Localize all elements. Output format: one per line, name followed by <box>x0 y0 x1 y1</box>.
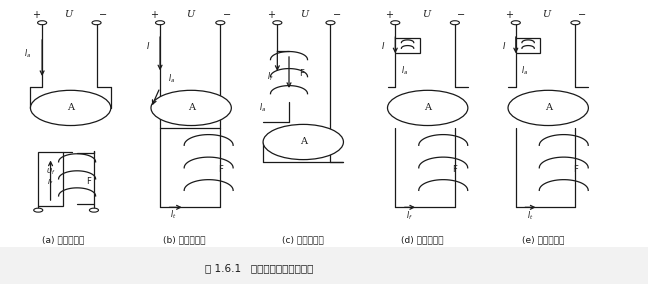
Circle shape <box>30 90 111 126</box>
Text: −: − <box>99 10 107 20</box>
Text: F: F <box>452 165 457 174</box>
Text: +: + <box>505 10 513 20</box>
Text: F: F <box>86 177 91 186</box>
Circle shape <box>571 21 580 25</box>
Bar <box>0 0 648 247</box>
Text: $I_t$: $I_t$ <box>527 209 533 222</box>
Text: (d) 复励发电机: (d) 复励发电机 <box>401 235 444 245</box>
Text: $I$: $I$ <box>502 40 506 51</box>
Text: U: U <box>64 10 72 19</box>
Text: (e) 复励发电机: (e) 复励发电机 <box>522 235 564 245</box>
Text: 图 1.6.1   直流发电机的励磁方式: 图 1.6.1 直流发电机的励磁方式 <box>205 263 314 273</box>
Text: (c) 串励发电机: (c) 串励发电机 <box>283 235 324 245</box>
Circle shape <box>511 21 520 25</box>
Text: −: − <box>333 10 341 20</box>
Text: $I_f$: $I_f$ <box>268 70 274 83</box>
Circle shape <box>89 208 98 212</box>
Text: F: F <box>218 165 223 174</box>
Text: $I$: $I$ <box>382 40 386 51</box>
Text: U: U <box>186 10 194 19</box>
Text: F: F <box>573 165 578 174</box>
Text: −: − <box>457 10 465 20</box>
Text: $I_a$: $I_a$ <box>400 64 408 77</box>
Bar <box>395 38 420 53</box>
Circle shape <box>273 21 282 25</box>
Circle shape <box>326 21 335 25</box>
Circle shape <box>34 208 43 212</box>
Text: U: U <box>542 10 550 19</box>
Text: (a) 他励发电机: (a) 他励发电机 <box>41 235 84 245</box>
Text: A: A <box>67 103 74 112</box>
Text: A: A <box>188 103 194 112</box>
Text: A: A <box>545 103 551 112</box>
Text: +: + <box>267 10 275 20</box>
Text: $I_a$: $I_a$ <box>521 64 529 77</box>
Text: $I_f$: $I_f$ <box>406 209 413 222</box>
Text: $I_t$: $I_t$ <box>170 208 176 221</box>
Circle shape <box>508 90 588 126</box>
Circle shape <box>216 21 225 25</box>
Circle shape <box>391 21 400 25</box>
Circle shape <box>263 124 343 160</box>
Circle shape <box>388 90 468 126</box>
Text: A: A <box>424 103 431 112</box>
Text: $I_a$: $I_a$ <box>168 73 176 85</box>
Text: $I_a$: $I_a$ <box>24 48 32 60</box>
Text: U: U <box>422 10 430 19</box>
Bar <box>38 152 63 206</box>
Text: F: F <box>299 69 305 78</box>
Text: U: U <box>301 10 308 19</box>
Text: +: + <box>150 10 157 20</box>
Circle shape <box>92 21 101 25</box>
Text: (b) 并励发电机: (b) 并励发电机 <box>163 235 206 245</box>
Circle shape <box>151 90 231 126</box>
Text: −: − <box>578 10 586 20</box>
Bar <box>516 38 540 53</box>
Text: $U_f$: $U_f$ <box>46 167 55 177</box>
Text: −: − <box>223 10 231 20</box>
Text: A: A <box>300 137 307 147</box>
Text: +: + <box>385 10 393 20</box>
Circle shape <box>38 21 47 25</box>
Text: $I_f$: $I_f$ <box>47 178 54 188</box>
Circle shape <box>156 21 165 25</box>
Text: $I$: $I$ <box>146 40 150 51</box>
Text: $I_a$: $I_a$ <box>259 102 267 114</box>
Circle shape <box>450 21 459 25</box>
Text: +: + <box>32 10 40 20</box>
